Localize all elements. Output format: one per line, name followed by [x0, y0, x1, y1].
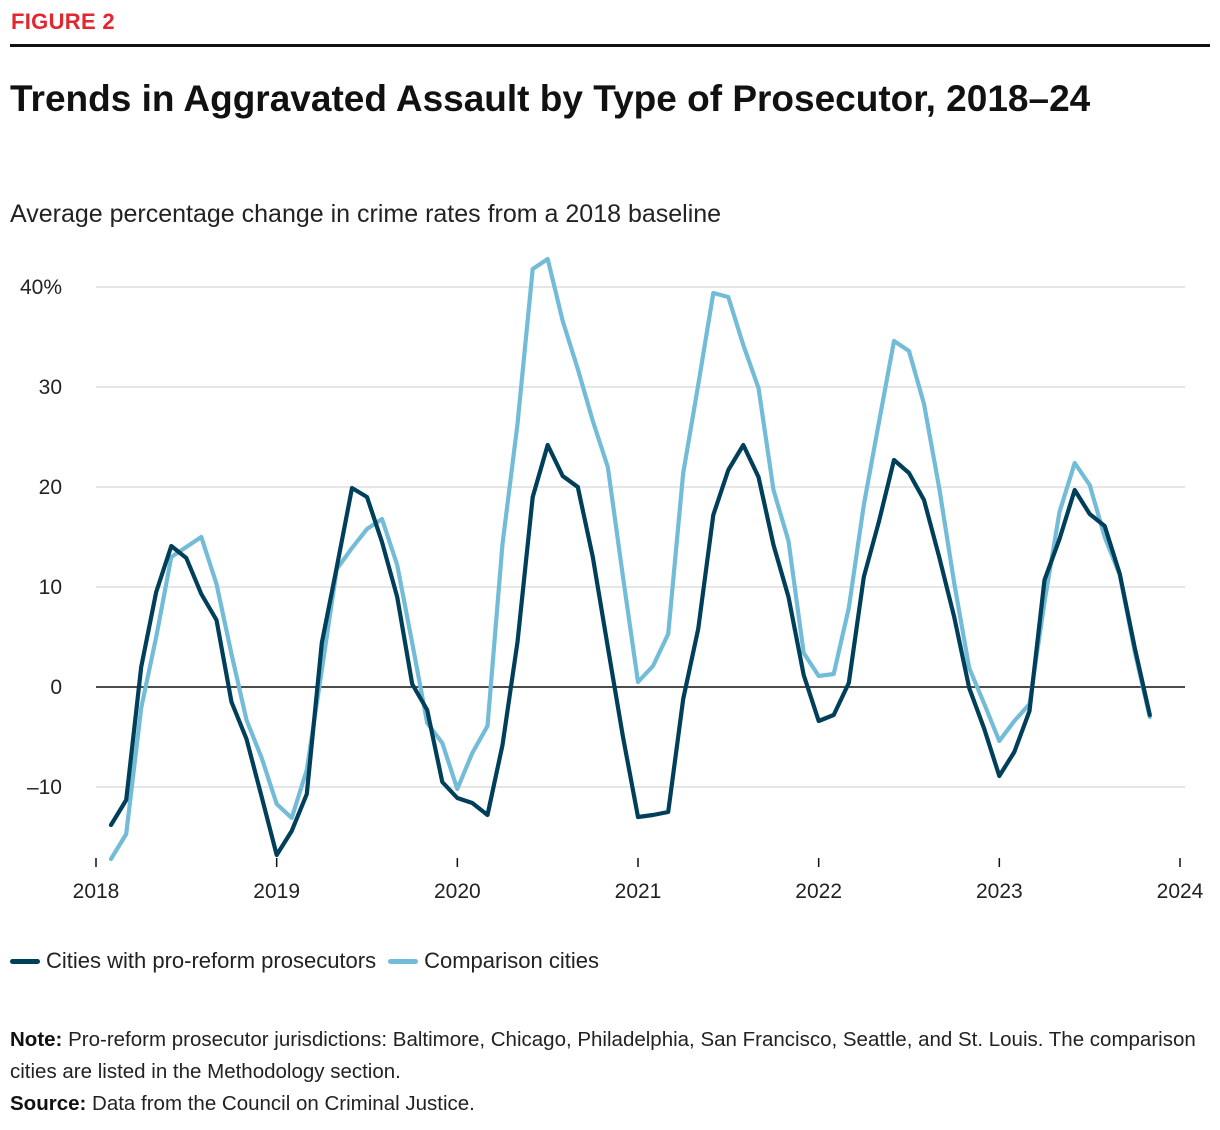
legend-item-pro-reform: Cities with pro-reform prosecutors	[10, 948, 376, 974]
x-tick-label: 2018	[73, 880, 120, 903]
line-chart: –10 0 10 20 30 40% 2018 2019 2020 2021 2022 2023 202…	[20, 256, 1204, 903]
y-tick-label: 20	[39, 476, 62, 499]
note-label: Note:	[10, 1028, 63, 1051]
top-rule	[10, 44, 1210, 47]
y-tick-label: 30	[39, 376, 62, 399]
y-tick-label: –10	[27, 776, 62, 799]
x-tick-label: 2022	[795, 880, 842, 903]
grid-layer	[96, 286, 1185, 788]
source-text: Data from the Council on Criminal Justic…	[92, 1092, 475, 1115]
y-tick-label: 10	[39, 576, 62, 599]
x-tick-label: 2019	[253, 880, 300, 903]
legend-label-comparison: Comparison cities	[424, 948, 599, 973]
chart-title: Trends in Aggravated Assault by Type of …	[10, 78, 1091, 119]
y-tick-label: 40%	[20, 276, 62, 299]
axis-layer: –10 0 10 20 30 40% 2018 2019 2020 2021 2022 2023 202…	[20, 276, 1204, 903]
series-layer	[108, 256, 1152, 862]
series-line-pro-reform	[108, 442, 1152, 858]
note-text: Pro-reform prosecutor jurisdictions: Bal…	[10, 1028, 1196, 1083]
legend-label-pro-reform: Cities with pro-reform prosecutors	[46, 948, 377, 973]
x-tick-label: 2021	[615, 880, 662, 903]
notes-block: Note: Pro-reform prosecutor jurisdiction…	[10, 1024, 1215, 1120]
x-tick-label: 2024	[1157, 880, 1204, 903]
legend-swatch-pro-reform	[10, 958, 40, 964]
y-tick-label: 0	[50, 676, 62, 699]
series-line-comparison	[108, 256, 1152, 862]
legend-item-comparison: Comparison cities	[388, 948, 599, 974]
figure-label: FIGURE 2	[11, 9, 115, 34]
source-label: Source:	[10, 1092, 87, 1115]
note-paragraph: Note: Pro-reform prosecutor jurisdiction…	[10, 1024, 1215, 1088]
chart-subtitle: Average percentage change in crime rates…	[10, 200, 722, 228]
legend: Cities with pro-reform prosecutors Compa…	[10, 948, 611, 974]
source-paragraph: Source: Data from the Council on Crimina…	[10, 1088, 1215, 1120]
x-tick-label: 2023	[976, 880, 1023, 903]
legend-swatch-comparison	[388, 958, 419, 964]
x-tick-label: 2020	[434, 880, 481, 903]
